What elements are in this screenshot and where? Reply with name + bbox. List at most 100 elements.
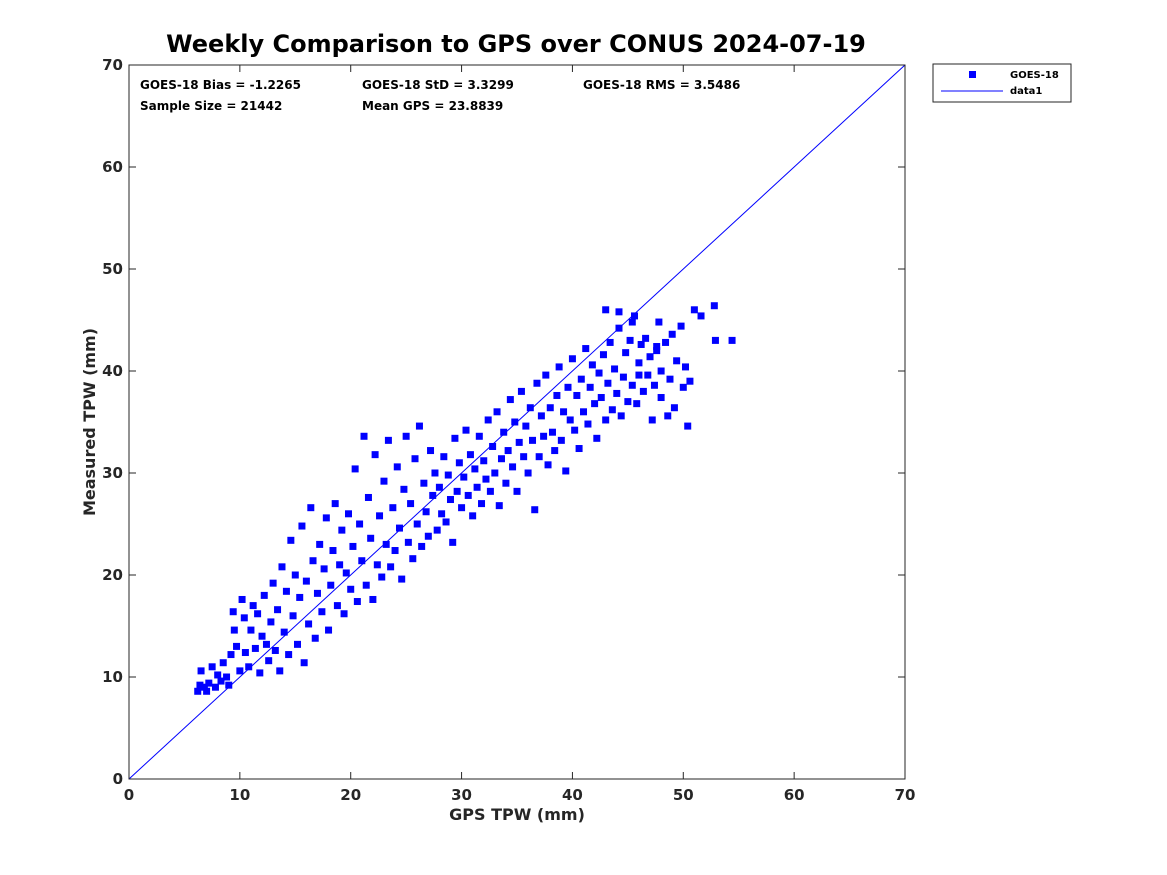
data-point [622,349,630,357]
data-point [438,510,446,518]
data-point [555,363,563,371]
data-point [344,510,352,518]
data-point [466,451,474,459]
data-point [230,626,238,634]
data-point [684,422,692,430]
data-point [497,455,505,463]
data-point [320,565,328,573]
data-point [626,336,634,344]
y-tick-label: 50 [102,260,123,278]
data-point [564,383,572,391]
data-point [424,532,432,540]
data-point [358,557,366,565]
data-point [690,306,698,314]
x-tick-label: 50 [673,786,694,804]
data-point [462,426,470,434]
data-point [327,581,335,589]
data-point [371,451,379,459]
data-point [287,536,295,544]
data-point [557,436,565,444]
data-point [650,381,658,389]
data-point [509,463,517,471]
data-point [666,375,674,383]
reference-lines [128,64,906,780]
data-point [451,434,459,442]
data-point [349,542,357,550]
data-point [668,330,676,338]
data-point [628,318,636,326]
data-point [591,400,599,408]
data-point [595,369,603,377]
data-point [568,355,576,363]
stat-std: GOES-18 StD = 3.3299 [362,78,514,92]
data-point [409,555,417,563]
stat-rms: GOES-18 RMS = 3.5486 [583,78,740,92]
data-point [223,673,231,681]
data-point [393,463,401,471]
data-point [322,514,330,522]
data-point [515,438,523,446]
data-point [584,420,592,428]
data-point [307,504,315,512]
data-point [382,540,390,548]
x-tick-label: 30 [451,786,472,804]
data-point [613,389,621,397]
data-point [429,491,437,499]
data-point [267,618,275,626]
data-point [240,614,248,622]
data-point [233,642,241,650]
data-point [615,308,623,316]
data-point [265,657,273,665]
data-point [473,483,481,491]
data-point [520,453,528,461]
data-point [644,371,652,379]
data-point [369,595,377,603]
legend-label-data1: data1 [1010,86,1042,97]
data-point [633,400,641,408]
data-point [548,428,556,436]
y-tick-label: 20 [102,566,123,584]
data-point [522,422,530,430]
stat-bias: GOES-18 Bias = -1.2265 [140,78,301,92]
data-point [573,391,581,399]
data-point [197,667,205,675]
data-point [360,432,368,440]
data-point [316,540,324,548]
data-point [619,373,627,381]
legend: GOES-18 data1 [932,63,1072,103]
data-point [566,416,574,424]
one-to-one-line [128,64,906,780]
data-point [391,547,399,555]
x-axis-label: GPS TPW (mm) [449,805,585,824]
data-point [540,432,548,440]
chart-title: Weekly Comparison to GPS over CONUS 2024… [166,30,866,58]
data-point [300,659,308,667]
data-point [577,375,585,383]
data-point [526,404,534,412]
data-point [493,408,501,416]
data-point [639,387,647,395]
data-point [251,644,259,652]
data-point [529,436,537,444]
plot-area-frame [128,64,906,780]
data-point [440,453,448,461]
data-point [489,442,497,450]
data-point [351,465,359,473]
data-point [342,569,350,577]
data-point [535,453,543,461]
data-point [571,426,579,434]
data-point [294,640,302,648]
data-point [458,504,466,512]
data-point [418,542,426,550]
data-point [431,469,439,477]
data-point [402,432,410,440]
data-point [711,336,719,344]
data-point [631,312,639,320]
data-point [597,394,605,402]
x-tick-label: 40 [562,786,583,804]
data-point [653,347,661,355]
data-point [291,571,299,579]
data-point [686,377,694,385]
data-point [482,475,490,483]
